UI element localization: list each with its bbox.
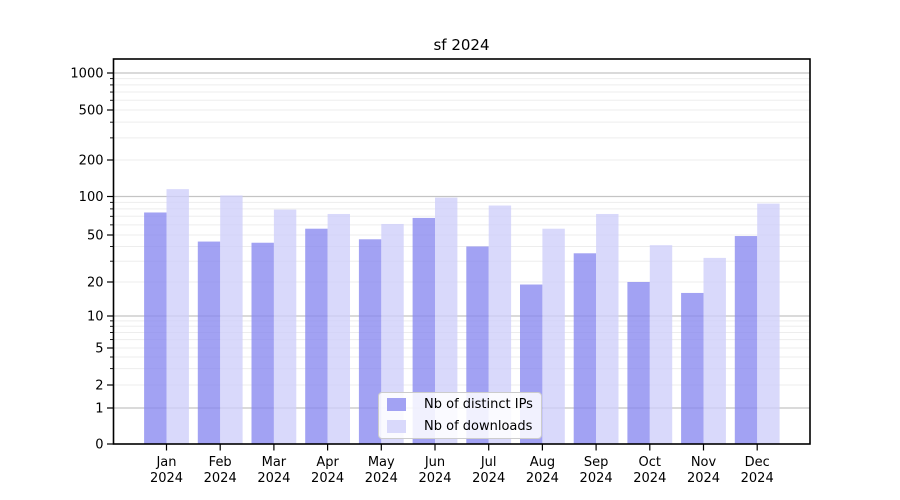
x-tick-label-month: Sep bbox=[584, 455, 609, 470]
x-tick-label-month: Mar bbox=[262, 455, 287, 470]
legend-row-downloads: Nb of downloads bbox=[379, 416, 541, 436]
x-tick-label-year: 2024 bbox=[472, 471, 505, 486]
bar-jul-downloads bbox=[488, 205, 512, 444]
x-tick-label-month: Apr bbox=[316, 455, 339, 470]
x-tick-label-month: Oct bbox=[639, 455, 661, 470]
bar-dec-ips bbox=[734, 236, 758, 444]
bar-sep-ips bbox=[573, 253, 597, 444]
y-tick-label: 0 bbox=[95, 438, 103, 453]
x-tick-label-year: 2024 bbox=[365, 471, 398, 486]
chart-title: sf 2024 bbox=[433, 36, 490, 54]
bar-apr-downloads bbox=[327, 213, 350, 444]
bar-jan-downloads bbox=[166, 189, 189, 444]
bar-jan-ips bbox=[144, 212, 167, 444]
bar-nov-ips bbox=[681, 292, 704, 444]
x-tick-label-year: 2024 bbox=[526, 471, 559, 486]
y-tick-label: 100 bbox=[79, 190, 104, 205]
y-tick-label: 50 bbox=[87, 229, 104, 244]
x-tick-label-year: 2024 bbox=[204, 471, 237, 486]
x-tick-label-month: Aug bbox=[530, 455, 555, 470]
bar-may-ips bbox=[358, 239, 382, 444]
y-tick-label: 2 bbox=[95, 379, 103, 394]
legend-row-ips: Nb of distinct IPs bbox=[379, 395, 541, 415]
axes-spines bbox=[112, 58, 811, 445]
bar-mar-ips bbox=[251, 242, 274, 444]
x-tick-label-year: 2024 bbox=[687, 471, 720, 486]
bar-oct-downloads bbox=[649, 245, 673, 444]
x-tick-label-year: 2024 bbox=[580, 471, 613, 486]
x-tick-label-month: Nov bbox=[691, 455, 717, 470]
y-tick-label: 5 bbox=[95, 342, 103, 357]
y-tick-label: 1000 bbox=[70, 67, 103, 82]
legend-swatch-ips bbox=[387, 398, 406, 412]
x-tick-label-month: Jul bbox=[480, 455, 497, 470]
bar-feb-downloads bbox=[220, 195, 243, 444]
legend-label-ips: Nb of distinct IPs bbox=[424, 397, 533, 413]
x-tick-label-month: Feb bbox=[209, 455, 232, 470]
bar-jun-ips bbox=[412, 217, 435, 444]
bar-dec-downloads bbox=[757, 203, 780, 444]
y-tick-label: 500 bbox=[79, 104, 104, 119]
x-tick-label-year: 2024 bbox=[418, 471, 451, 486]
bar-may-downloads bbox=[381, 223, 404, 444]
x-tick-label-month: May bbox=[368, 455, 395, 470]
y-tick-label: 1 bbox=[95, 402, 103, 417]
bar-sep-downloads bbox=[596, 213, 619, 444]
x-tick-label-year: 2024 bbox=[150, 471, 183, 486]
bar-aug-downloads bbox=[542, 228, 565, 444]
legend: Nb of distinct IPs Nb of downloads bbox=[378, 392, 542, 439]
bar-nov-downloads bbox=[703, 257, 726, 444]
bar-jun-downloads bbox=[435, 197, 458, 444]
y-tick-label: 10 bbox=[87, 310, 104, 325]
x-tick-label-month: Jan bbox=[155, 455, 176, 470]
x-tick-label-year: 2024 bbox=[633, 471, 666, 486]
legend-label-downloads: Nb of downloads bbox=[424, 418, 533, 434]
y-tick-label: 20 bbox=[87, 276, 104, 291]
x-tick-label-month: Dec bbox=[745, 455, 770, 470]
x-tick-label-month: Jun bbox=[424, 455, 445, 470]
bar-oct-ips bbox=[627, 282, 650, 444]
x-tick-label-year: 2024 bbox=[741, 471, 774, 486]
bar-apr-ips bbox=[305, 228, 328, 444]
legend-swatch-downloads bbox=[387, 419, 406, 433]
y-tick-label: 200 bbox=[79, 154, 104, 169]
x-tick-label-year: 2024 bbox=[311, 471, 344, 486]
bar-mar-downloads bbox=[273, 209, 297, 444]
x-tick-label-year: 2024 bbox=[257, 471, 290, 486]
bar-feb-ips bbox=[197, 241, 221, 444]
